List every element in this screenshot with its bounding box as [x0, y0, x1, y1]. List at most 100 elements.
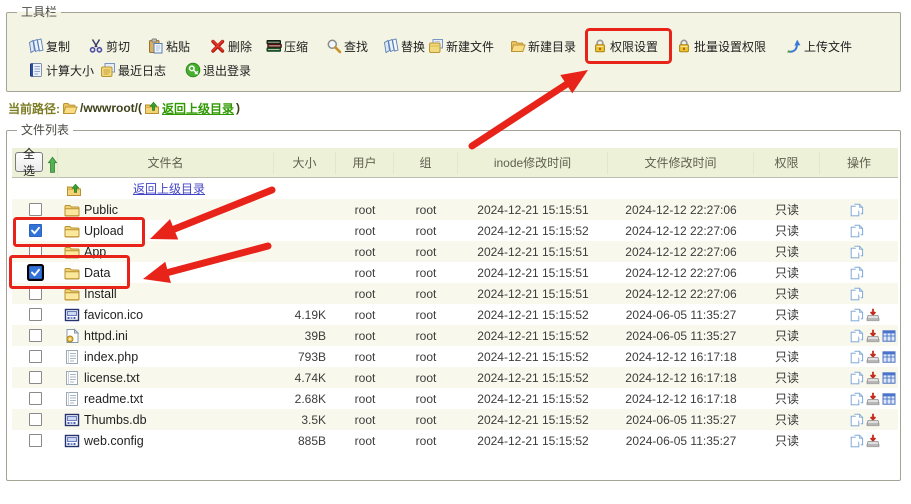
- copy-button[interactable]: 复制: [28, 37, 70, 55]
- compress-button[interactable]: 压缩: [266, 37, 308, 55]
- user-cell: root: [354, 349, 376, 364]
- ops-cell: [820, 433, 898, 448]
- column-header-7: 权限: [754, 151, 820, 174]
- group-cell: root: [415, 328, 437, 343]
- edit-op-icon[interactable]: [882, 329, 896, 343]
- inode-time-cell: 2024-12-21 15:15:52: [477, 307, 589, 322]
- row-checkbox[interactable]: [28, 224, 42, 237]
- text-file-icon: [64, 391, 80, 407]
- row-checkbox[interactable]: [28, 287, 42, 300]
- download-op-icon[interactable]: [866, 329, 880, 343]
- download-op-icon[interactable]: [866, 392, 880, 406]
- row-checkbox[interactable]: [28, 203, 42, 216]
- ops-cell: [820, 412, 898, 427]
- edit-op-icon[interactable]: [882, 350, 896, 364]
- recent-log-button[interactable]: 最近日志: [100, 61, 166, 79]
- user-cell: root: [354, 307, 376, 322]
- copy-op-icon[interactable]: [850, 244, 864, 259]
- copy-op-icon[interactable]: [850, 202, 864, 217]
- file-row: Thumbs.db 3.5K root root 2024-12-21 15:15:52…: [12, 409, 898, 430]
- copy-op-icon[interactable]: [850, 433, 864, 448]
- row-checkbox[interactable]: [28, 413, 42, 426]
- up-folder-icon: [144, 100, 160, 116]
- new-folder-button[interactable]: 新建目录: [510, 37, 576, 55]
- ops-cell: [820, 286, 898, 301]
- table-header: 全选 文件名 大小 用户组 inode修改时间 文件修改时间 权限 操作: [12, 147, 898, 178]
- inode-time-cell: 2024-12-21 15:15:52: [477, 370, 589, 385]
- perm-cell: 只读: [774, 413, 799, 427]
- table-body: 返回上级目录 Public root root 2024-12-21 15:15:51 2…: [12, 178, 898, 451]
- upload-file-button[interactable]: 上传文件: [786, 37, 852, 55]
- logout-button[interactable]: 退出登录: [185, 61, 251, 79]
- row-checkbox[interactable]: [28, 350, 42, 363]
- group-cell: root: [415, 244, 437, 259]
- copy-op-icon[interactable]: [850, 265, 864, 280]
- row-checkbox[interactable]: [28, 308, 42, 321]
- file-row: favicon.ico 4.19K root root 2024-12-21 15:15…: [12, 304, 898, 325]
- replace-button[interactable]: 替换: [383, 37, 425, 55]
- copy-op-icon[interactable]: [850, 307, 864, 322]
- size-cell: 39B: [304, 328, 326, 343]
- download-op-icon[interactable]: [866, 413, 880, 427]
- inode-time-cell: 2024-12-21 15:15:52: [477, 412, 589, 427]
- replace-icon: [383, 38, 399, 54]
- copy-op-icon[interactable]: [850, 391, 864, 406]
- row-checkbox[interactable]: [28, 329, 42, 342]
- row-checkbox[interactable]: [28, 434, 42, 447]
- copy-op-icon[interactable]: [850, 412, 864, 427]
- row-checkbox[interactable]: [28, 266, 42, 279]
- cut-button[interactable]: 剪切: [88, 37, 130, 55]
- edit-op-icon[interactable]: [882, 392, 896, 406]
- row-checkbox[interactable]: [28, 245, 42, 258]
- select-all-cell: 全选: [12, 147, 58, 178]
- name-cell: web.config: [58, 433, 274, 449]
- batch-permissions-label: 批量设置权限: [694, 39, 767, 54]
- download-op-icon[interactable]: [866, 350, 880, 364]
- download-op-icon[interactable]: [866, 434, 880, 448]
- modify-time-cell: 2024-12-12 22:27:06: [625, 202, 737, 217]
- batch-permissions-button[interactable]: 批量设置权限: [676, 37, 766, 55]
- new-file-button[interactable]: 新建文件: [428, 37, 494, 55]
- name-cell: httpd.ini: [58, 327, 274, 344]
- ops-cell: [820, 244, 898, 259]
- parent-directory-link[interactable]: 返回上级目录: [132, 182, 205, 196]
- sort-ascending-icon[interactable]: [47, 155, 58, 175]
- new-folder-icon: [510, 38, 526, 54]
- row-checkbox[interactable]: [28, 392, 42, 405]
- copy-op-icon[interactable]: [850, 370, 864, 385]
- modify-time-cell: 2024-12-12 22:27:06: [625, 286, 737, 301]
- column-header-2: 大小: [274, 151, 336, 174]
- upload-icon: [786, 38, 802, 54]
- edit-op-icon[interactable]: [882, 371, 896, 385]
- perm-cell: 只读: [774, 224, 799, 238]
- copy-op-icon[interactable]: [850, 349, 864, 364]
- name-cell: Upload: [58, 223, 274, 239]
- download-op-icon[interactable]: [866, 308, 880, 322]
- select-all-button[interactable]: 全选: [15, 147, 44, 178]
- lock-icon: [592, 38, 608, 54]
- permissions-button[interactable]: 权限设置: [592, 37, 658, 55]
- paste-button[interactable]: 粘贴: [148, 37, 190, 55]
- delete-button[interactable]: 删除: [210, 37, 252, 55]
- column-header-8: 操作: [846, 155, 871, 170]
- file-name: Data: [84, 265, 111, 280]
- toolbar-row-2: 计算大小 最近日志 退出登录: [0, 61, 911, 79]
- paste-label: 粘贴: [166, 39, 191, 54]
- up-directory-link[interactable]: 返回上级目录: [162, 101, 235, 116]
- toolbar-row-1: 复制 剪切 粘贴 删除 压缩 查找 替换 新建文件 新建目录 权限设置 批量设置权限 上传文件: [0, 37, 911, 55]
- file-row: Data root root 2024-12-21 15:15:51 2024-12-1…: [12, 262, 898, 283]
- find-button[interactable]: 查找: [326, 37, 368, 55]
- checkbox-cell: [12, 224, 58, 237]
- copy-op-icon[interactable]: [850, 223, 864, 238]
- row-checkbox[interactable]: [28, 371, 42, 384]
- calc-size-button[interactable]: 计算大小: [28, 61, 94, 79]
- group-cell: root: [415, 286, 437, 301]
- image-file-icon: [64, 412, 80, 428]
- user-cell: root: [354, 286, 376, 301]
- modify-time-cell: 2024-12-12 22:27:06: [625, 244, 737, 259]
- user-cell: root: [354, 223, 376, 238]
- copy-op-icon[interactable]: [850, 328, 864, 343]
- download-op-icon[interactable]: [866, 371, 880, 385]
- copy-op-icon[interactable]: [850, 286, 864, 301]
- checkbox-cell: [12, 329, 58, 342]
